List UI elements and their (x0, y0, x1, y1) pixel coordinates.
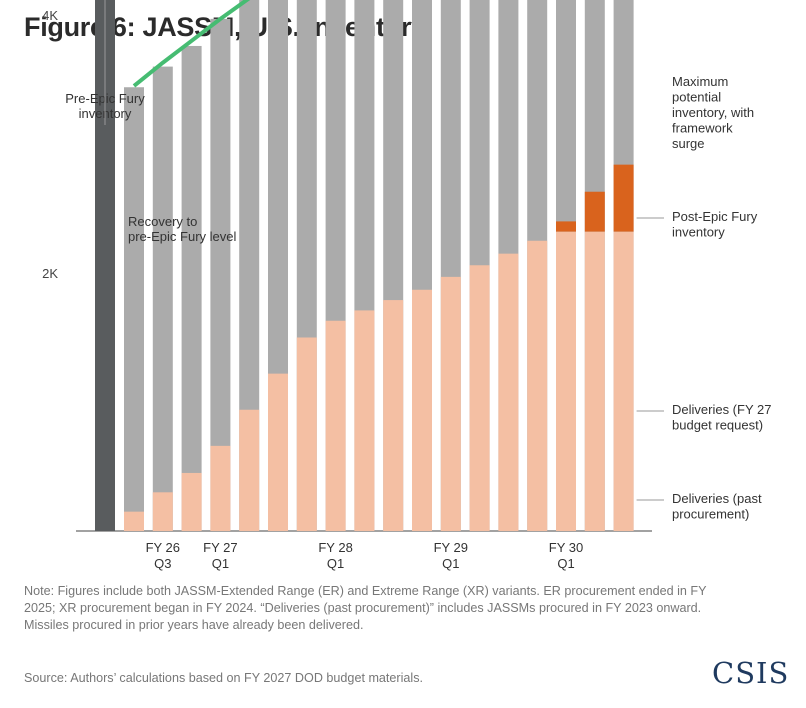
deliveries-past-bar (181, 472, 202, 531)
deliveries-past-bar (268, 373, 288, 531)
x-tick-label: FY 27 Q1 (203, 540, 237, 571)
deliveries-past-bar (124, 511, 144, 531)
pre-epic-fury-bar (95, 0, 115, 531)
deliveries-past-bar (296, 337, 317, 531)
deliveries-past-bar (210, 445, 231, 531)
deliveries-past-bar (440, 276, 461, 531)
x-tick-label: FY 29 Q1 (434, 540, 468, 571)
deliveries-past-bar (527, 240, 548, 531)
x-tick-label: FY 30 Q1 (549, 540, 583, 571)
deliveries-fy27-bar (613, 164, 634, 232)
deliveries-fy27-bar (584, 191, 605, 232)
deliveries-past-bar (498, 253, 519, 531)
legend-fy27: Deliveries (FY 27 budget request) (672, 402, 771, 433)
csis-logo: CSIS (712, 656, 790, 690)
post-epic-bar (239, 0, 260, 532)
y-tick-label: 2K (42, 266, 58, 281)
x-tick-label: FY 28 Q1 (318, 540, 352, 571)
deliveries-past-bar (383, 300, 404, 531)
chart-source: Source: Authors’ calculations based on F… (24, 671, 424, 685)
deliveries-past-bar (239, 409, 260, 531)
deliveries-past-bar (325, 320, 346, 531)
legend-max-line: Maximum potential inventory, with framework… (672, 74, 754, 151)
deliveries-fy27-bar (556, 221, 576, 232)
post-epic-bar (152, 66, 173, 531)
deliveries-past-bar (613, 231, 634, 531)
recovery-annotation: Recovery to pre-Epic Fury level (128, 214, 236, 244)
deliveries-past-bar (412, 289, 432, 531)
chart-note: Note: Figures include both JASSM-Extende… (24, 584, 707, 632)
post-epic-bar (210, 18, 231, 532)
max-potential-line (132, 0, 251, 88)
post-epic-bar (124, 87, 144, 532)
deliveries-past-bar (584, 231, 605, 531)
legend-past: Deliveries (past procurement) (672, 491, 762, 522)
legend-post-epic: Post-Epic Fury inventory (672, 209, 758, 240)
deliveries-past-bar (556, 231, 576, 531)
deliveries-past-bar (469, 265, 490, 531)
x-tick-label: FY 26 Q3 (146, 540, 180, 571)
deliveries-past-bar (354, 310, 375, 531)
y-tick-label: 4K (42, 8, 58, 23)
post-epic-bar (181, 45, 202, 532)
deliveries-past-bar (152, 492, 173, 531)
